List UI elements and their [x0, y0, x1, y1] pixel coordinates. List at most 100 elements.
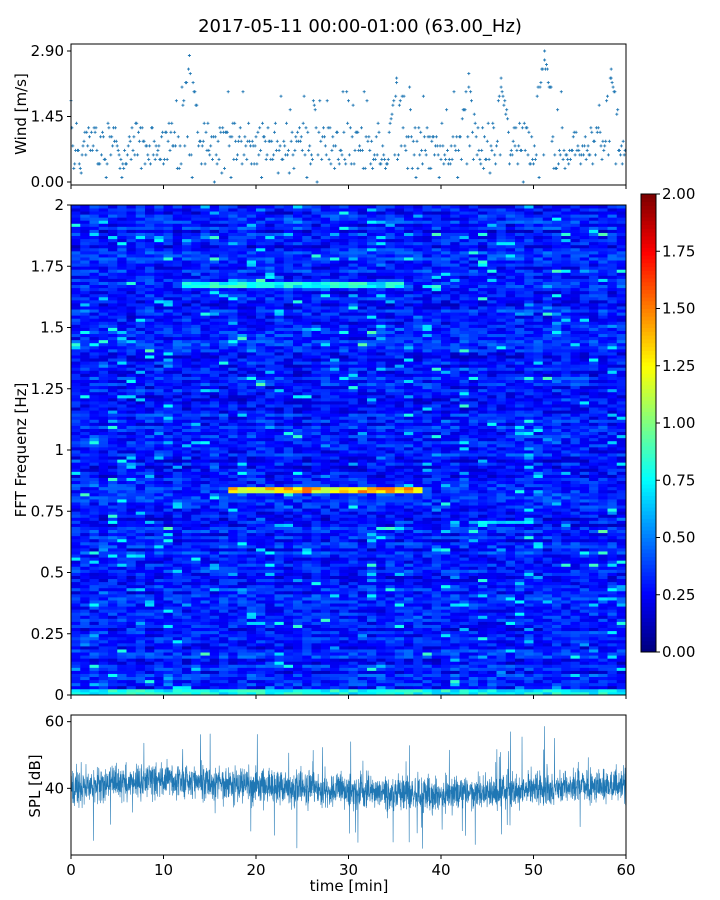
- spectrogram-cell: [376, 630, 386, 635]
- spectrogram-cell: [237, 618, 248, 622]
- spectrogram-cell: [311, 587, 322, 592]
- spectrogram-cell: [330, 477, 340, 482]
- spectrogram-cell: [117, 597, 127, 601]
- spectrogram-cell: [579, 532, 590, 537]
- spectrogram-cell: [302, 526, 312, 531]
- spectrogram-cell: [422, 541, 433, 546]
- spectrogram-cell: [441, 526, 451, 531]
- spectrogram-cell: [339, 511, 349, 515]
- spectrogram-cell: [607, 603, 618, 607]
- wind-point: [486, 121, 490, 125]
- spectrogram-cell: [385, 676, 396, 681]
- spectrogram-cell: [135, 658, 146, 662]
- spectrogram-cell: [515, 584, 525, 589]
- spectrogram-cell: [404, 615, 414, 619]
- spectrogram-cell: [98, 667, 109, 671]
- spectrogram-cell: [191, 511, 201, 515]
- spectrogram-cell: [570, 548, 581, 552]
- spectrogram-cell: [468, 532, 479, 537]
- spectrogram-cell: [89, 679, 100, 684]
- spectrogram-cell: [265, 584, 275, 589]
- spectrogram-cell: [246, 667, 257, 671]
- spectrogram-cell: [274, 655, 285, 659]
- spectrogram-cell: [376, 575, 386, 580]
- spectrogram-cell: [256, 489, 266, 494]
- spectrogram-cell: [145, 523, 155, 527]
- spectrogram-cell: [607, 664, 618, 668]
- spectrogram-cell: [135, 664, 146, 668]
- spectrogram-cell: [459, 636, 470, 641]
- wind-point: [262, 135, 266, 139]
- spectrogram-cell: [117, 606, 127, 610]
- spectrogram-cell: [209, 566, 220, 570]
- spectrogram-cell: [145, 480, 155, 485]
- spectrogram-cell: [256, 544, 266, 549]
- spectrogram-cell: [237, 630, 248, 635]
- spectrogram-cell: [172, 523, 183, 527]
- spectrogram-cell: [80, 679, 90, 684]
- spectrogram-cell: [450, 508, 460, 512]
- wind-point: [117, 153, 121, 157]
- wind-point: [85, 130, 89, 134]
- spectrogram-cell: [237, 667, 248, 671]
- spectrogram-cell: [570, 639, 581, 644]
- spectrogram-cell: [200, 691, 211, 696]
- spectrogram-cell: [209, 517, 220, 521]
- spectrogram-cell: [478, 673, 488, 678]
- spectrogram-cell: [117, 661, 127, 665]
- spectrogram-cell: [496, 569, 507, 573]
- spectrogram-cell: [117, 609, 127, 613]
- spectrogram-cell: [283, 587, 294, 592]
- spectrogram-cell: [394, 486, 405, 491]
- spectrogram-cell: [135, 624, 146, 629]
- spectrogram-cell: [172, 526, 183, 531]
- spectrogram-cell: [505, 581, 516, 586]
- wind-point: [207, 148, 211, 152]
- spectrogram-cell: [357, 581, 368, 586]
- spectrogram-cell: [505, 593, 516, 598]
- spectrogram-cell: [376, 652, 386, 656]
- spectrogram-cell: [404, 603, 414, 607]
- wind-point: [296, 130, 300, 134]
- spectrogram-cell: [126, 489, 137, 494]
- spectrogram-cell: [413, 633, 423, 638]
- wind-point: [517, 144, 521, 148]
- spectrogram-cell: [385, 600, 396, 604]
- spectrogram-cell: [348, 557, 359, 561]
- spectrogram-cell: [135, 633, 146, 638]
- spectrogram-cell: [561, 691, 571, 696]
- spectrogram-cell: [552, 517, 562, 521]
- wind-point: [189, 153, 193, 157]
- spectrogram-cell: [561, 566, 571, 570]
- wind-point: [409, 108, 412, 112]
- spectrogram-cell: [598, 685, 608, 690]
- wind-point: [562, 148, 566, 152]
- spectrogram-cell: [320, 673, 331, 678]
- spectrogram-cell: [348, 495, 359, 500]
- spectrogram-cell: [237, 495, 248, 500]
- spectrogram-cell: [413, 532, 423, 537]
- spectrogram-cell: [145, 532, 155, 537]
- spectrogram-cell: [496, 691, 507, 696]
- wind-point: [140, 126, 144, 130]
- spectrogram-cell: [570, 590, 581, 595]
- spectrogram-cell: [367, 621, 377, 625]
- spectrogram-cell: [135, 548, 146, 552]
- spectrogram-cell: [542, 606, 553, 610]
- spectrogram-cell: [413, 554, 423, 558]
- spectrogram-cell: [311, 508, 322, 512]
- spectrogram-cell: [441, 627, 451, 632]
- spectrogram-cell: [71, 624, 81, 629]
- spectrogram-cell: [496, 523, 507, 527]
- spectrogram-cell: [468, 655, 479, 659]
- spectrogram-cell: [367, 615, 377, 619]
- spectrogram-cell: [496, 505, 507, 509]
- spectrogram-cell: [524, 658, 534, 662]
- spectrogram-cell: [431, 593, 442, 598]
- wind-point: [233, 121, 237, 125]
- spectrogram-cell: [172, 673, 183, 678]
- spectrogram-cell: [515, 551, 525, 555]
- spectrogram-cell: [89, 489, 100, 494]
- spectrogram-cell: [367, 563, 377, 567]
- spectrogram-cell: [89, 523, 100, 527]
